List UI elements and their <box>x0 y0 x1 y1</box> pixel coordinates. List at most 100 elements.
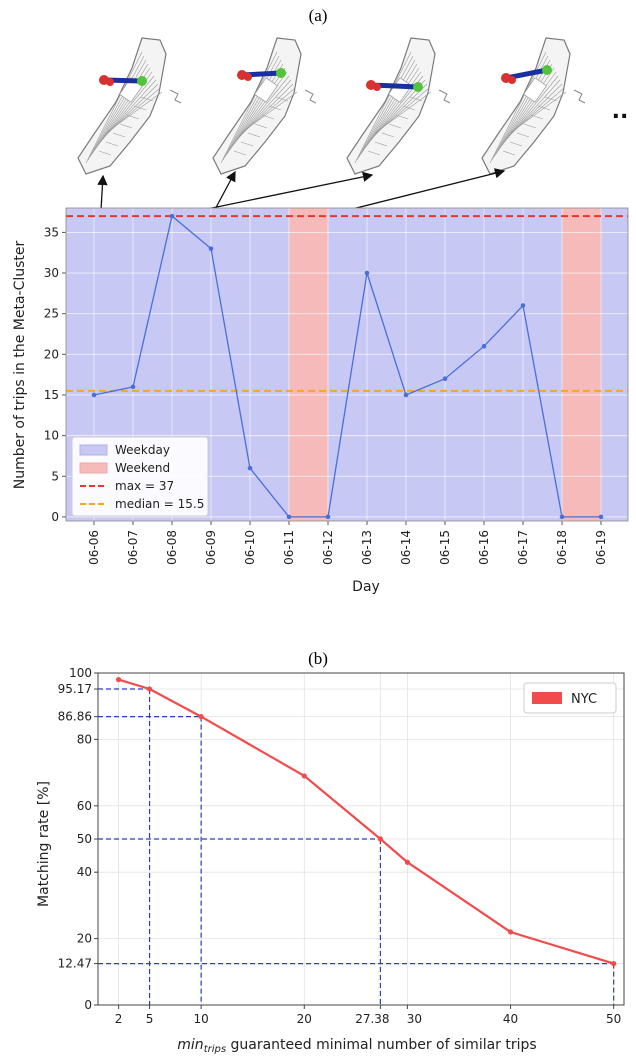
data-point <box>198 714 204 720</box>
map-street <box>87 55 145 161</box>
plot-area-a: 0 5 10 15 20 25 30 35 06-06 06-07 06-08 06-09 06-10 0… <box>44 207 629 565</box>
tick-label-y: 5 <box>51 469 59 483</box>
data-point <box>325 514 331 520</box>
tick-label-y: 100 <box>69 666 92 680</box>
map-park <box>254 77 278 103</box>
tick-label-x: 30 <box>407 1012 422 1026</box>
legend-swatch-weekday <box>79 444 108 456</box>
legend-label: median = 15.5 <box>115 497 204 511</box>
map-street <box>240 91 298 134</box>
tick-label-x: 20 <box>297 1012 312 1026</box>
ellipsis: .. <box>612 99 629 124</box>
ylabel-b: Matching rate [%] <box>36 781 52 907</box>
data-point <box>91 392 97 398</box>
tick-label-x: 06-16 <box>477 530 491 565</box>
map-cross-street <box>126 114 140 120</box>
tick-label-y: 86.86 <box>58 710 92 724</box>
weekend-region-0 <box>289 208 328 521</box>
map-cross-street <box>112 132 126 138</box>
panel-b-label: (b) <box>308 649 328 668</box>
map-street <box>362 67 420 152</box>
data-point <box>301 773 307 779</box>
tick-label-x: 06-10 <box>243 530 257 565</box>
map-cross-street <box>240 141 254 147</box>
tick-label-y: 80 <box>77 732 92 746</box>
legend-label-nyc: NYC <box>571 692 597 707</box>
series-line <box>93 214 601 518</box>
data-point <box>404 859 411 865</box>
map-thumbnail-3 <box>346 37 451 175</box>
legend-box <box>523 682 617 714</box>
map-cross-street <box>530 114 544 120</box>
origin-cluster <box>508 76 516 84</box>
ylabel-a: Number of trips in the Meta-Cluster <box>12 240 28 489</box>
origin-cluster <box>244 73 252 81</box>
map-cross-street <box>268 105 282 111</box>
tick-label-y: 20 <box>44 347 59 361</box>
tick-label-x: 06-12 <box>321 530 335 565</box>
data-point <box>286 514 292 520</box>
tick-label-y: 60 <box>77 799 92 813</box>
legend-label: Weekend <box>115 461 170 475</box>
map-cross-street <box>247 132 261 138</box>
origin-cluster <box>106 78 114 86</box>
data-point <box>559 514 565 520</box>
map-cross-street <box>537 105 551 111</box>
map-thumbnail-2 <box>212 37 317 175</box>
map-street <box>105 91 163 134</box>
map-cross-street <box>509 141 523 147</box>
map-pier <box>304 89 317 104</box>
map-street <box>354 51 412 164</box>
inset-maps <box>77 37 586 381</box>
data-point <box>364 270 370 276</box>
destination-cluster <box>542 65 552 75</box>
tick-label-x: 06-14 <box>399 530 413 565</box>
map-cross-street <box>374 141 388 147</box>
map-street <box>495 63 553 155</box>
tick-label-x: 50 <box>606 1012 621 1026</box>
map-cross-street <box>402 105 416 111</box>
legend-label: max = 37 <box>115 479 174 493</box>
map-cross-street <box>119 123 133 129</box>
map-street <box>85 51 143 164</box>
tick-label-x: 06-07 <box>126 530 140 565</box>
map-street <box>493 59 551 158</box>
map-cross-street <box>367 150 381 156</box>
map-cross-street <box>544 96 558 102</box>
panel-a-label: (a) <box>308 6 328 25</box>
data-point <box>403 392 409 398</box>
map-street <box>358 59 416 158</box>
map-cross-street <box>516 132 530 138</box>
map-pier <box>573 89 586 104</box>
tick-label-x: 06-06 <box>87 530 101 565</box>
data-point <box>116 677 122 683</box>
tick-label-y: 95.17 <box>58 682 92 696</box>
map-cross-street <box>140 96 154 102</box>
legend-box <box>71 436 209 517</box>
data-point <box>611 960 617 967</box>
series-line-nyc <box>118 678 615 965</box>
map-street <box>509 91 567 134</box>
tick-label-y: 15 <box>44 388 59 402</box>
chart-b: 0 12.47 20 40 50 60 80 86.86 95.17 100 2 5 10 20 27.38… <box>36 666 625 1055</box>
map-cross-street <box>254 123 268 129</box>
tick-label-y: 50 <box>77 832 92 846</box>
map-street <box>228 67 286 152</box>
map-thumbnail-4 <box>481 37 586 175</box>
data-point <box>130 384 136 390</box>
tick-label-x: 27.38 <box>355 1012 389 1026</box>
map-street <box>374 91 432 134</box>
tick-label-x: 06-17 <box>516 530 530 565</box>
data-point <box>507 929 514 935</box>
tick-label-x: 40 <box>503 1012 518 1026</box>
map-cross-street <box>409 96 423 102</box>
data-point <box>146 686 153 692</box>
map-park <box>523 77 547 103</box>
map-cross-street <box>233 150 247 156</box>
data-point <box>442 376 448 382</box>
data-point <box>481 343 487 349</box>
map-cross-street <box>502 150 516 156</box>
map-cross-street <box>388 123 402 129</box>
tick-label-y: 12.47 <box>58 957 92 971</box>
tick-label-y: 35 <box>44 225 59 239</box>
